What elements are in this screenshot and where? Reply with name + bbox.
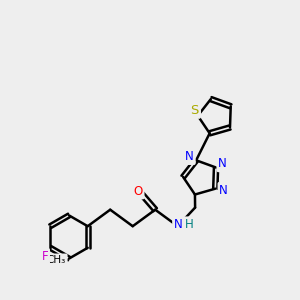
Text: N: N — [219, 184, 228, 197]
Text: CH₃: CH₃ — [47, 255, 66, 265]
Text: N: N — [174, 218, 183, 231]
Text: H: H — [185, 218, 194, 231]
Text: N: N — [218, 158, 227, 170]
Text: N: N — [185, 150, 194, 163]
Text: O: O — [134, 184, 143, 198]
Text: F: F — [42, 250, 48, 263]
Text: S: S — [190, 104, 199, 117]
